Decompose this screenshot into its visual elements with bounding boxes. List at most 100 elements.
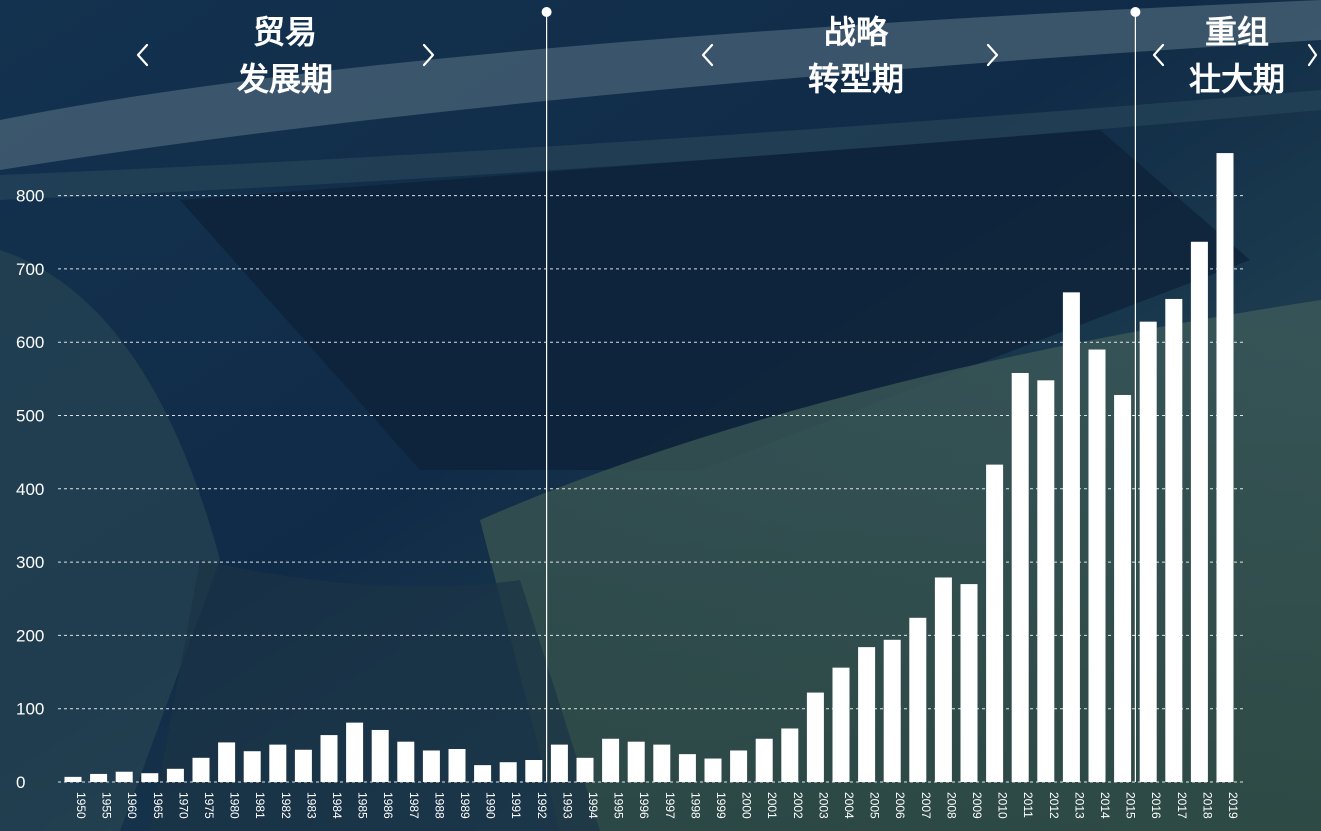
bar-1981: [243, 751, 261, 782]
period-title-line1: 贸易: [253, 13, 317, 51]
x-tick-label: 1987: [407, 792, 421, 819]
x-tick-label: 1997: [663, 792, 677, 819]
bar-1995: [602, 738, 620, 782]
bar-2004: [832, 667, 850, 782]
period-title-line2: 转型期: [808, 60, 904, 98]
bar-1997: [653, 744, 671, 782]
y-tick-label: 100: [16, 700, 44, 719]
bar-1988: [422, 750, 440, 782]
bar-2016: [1139, 321, 1157, 782]
bar-2011: [1011, 372, 1029, 782]
x-tick-label: 1998: [688, 792, 702, 819]
y-tick-label: 300: [16, 553, 44, 572]
bar-1955: [90, 773, 108, 782]
x-tick-label: 2005: [868, 792, 882, 819]
x-tick-label: 1993: [560, 792, 574, 819]
bar-1987: [397, 741, 415, 782]
x-tick-label: 1960: [125, 792, 139, 819]
chevron-right-icon[interactable]: [422, 43, 435, 67]
x-tick-label: 1984: [330, 792, 344, 819]
x-tick-label: 2001: [765, 792, 779, 819]
bar-2001: [755, 738, 773, 782]
bar-2015: [1114, 394, 1132, 782]
bar-1999: [704, 758, 722, 782]
bar-2010: [986, 464, 1004, 782]
bar-2008: [934, 577, 952, 782]
bar-2002: [781, 728, 799, 782]
chevron-left-icon[interactable]: [701, 43, 714, 67]
bar-1985: [346, 722, 364, 782]
x-tick-label: 2018: [1200, 792, 1214, 819]
x-tick-label: 1994: [586, 792, 600, 819]
bar-1960: [115, 771, 133, 782]
y-axis-ticks: 0 100 200 300 400 500 600 700 800: [16, 187, 44, 792]
x-tick-label: 2007: [919, 792, 933, 819]
x-tick-label: 1980: [228, 792, 242, 819]
bar-1984: [320, 735, 338, 782]
bar-2005: [858, 647, 876, 782]
bar-1996: [627, 741, 645, 782]
y-tick-label: 600: [16, 333, 44, 352]
x-tick-label: 1999: [714, 792, 728, 819]
x-tick-label: 1970: [176, 792, 190, 819]
x-tick-label: 2006: [893, 792, 907, 819]
x-axis-ticks: 1950 1955 1960 1965 1970 1975 1980 1981 1982 1983…: [74, 792, 1240, 819]
x-tick-label: 2000: [740, 792, 754, 819]
bar-1982: [269, 744, 287, 782]
bar-2003: [806, 692, 824, 782]
x-tick-label: 1991: [509, 792, 523, 819]
x-tick-label: 2003: [816, 792, 830, 819]
period-header-1: 战略 转型期: [701, 13, 999, 98]
x-tick-label: 1988: [432, 792, 446, 819]
bar-2019: [1216, 153, 1234, 782]
bar-1986: [371, 729, 389, 782]
bar-1965: [141, 773, 159, 782]
x-tick-label: 1985: [356, 792, 370, 819]
x-tick-label: 2016: [1149, 792, 1163, 819]
y-tick-label: 500: [16, 407, 44, 426]
x-tick-label: 1989: [458, 792, 472, 819]
bar-1950: [64, 776, 82, 782]
bar-1992: [525, 760, 543, 782]
chevron-right-icon[interactable]: [1307, 43, 1318, 67]
x-tick-label: 2004: [842, 792, 856, 819]
x-tick-label: 1981: [253, 792, 267, 819]
x-tick-label: 1992: [535, 792, 549, 819]
period-title-line1: 战略: [824, 13, 889, 51]
chevron-left-icon[interactable]: [136, 43, 149, 67]
x-tick-label: 2011: [1021, 792, 1035, 818]
bars: [64, 153, 1234, 783]
bar-1993: [550, 744, 568, 782]
y-tick-label: 400: [16, 480, 44, 499]
x-tick-label: 2010: [996, 792, 1010, 819]
period-title-line2: 壮大期: [1189, 60, 1285, 98]
period-divider-dot: [1130, 7, 1141, 17]
period-title-line2: 发展期: [237, 60, 333, 98]
x-tick-label: 2013: [1072, 792, 1086, 819]
x-tick-label: 1975: [202, 792, 216, 819]
bar-1989: [448, 749, 466, 782]
chevron-left-icon[interactable]: [1152, 43, 1165, 67]
x-tick-label: 1950: [74, 792, 88, 819]
bar-1983: [294, 749, 312, 782]
y-tick-label: 800: [16, 187, 44, 206]
period-dividers: [541, 7, 1141, 782]
bar-2012: [1037, 380, 1055, 782]
bar-2014: [1088, 349, 1106, 782]
x-tick-label: 2012: [1047, 792, 1061, 819]
bar-1970: [166, 768, 184, 782]
bar-1975: [192, 757, 210, 782]
x-tick-label: 1995: [612, 792, 626, 819]
x-tick-label: 1983: [304, 792, 318, 819]
x-tick-label: 1955: [100, 792, 114, 819]
bar-2017: [1165, 298, 1183, 782]
x-tick-label: 2019: [1226, 792, 1240, 819]
period-header-0: 贸易 发展期: [136, 13, 435, 98]
x-tick-label: 1982: [279, 792, 293, 819]
bar-2018: [1190, 241, 1208, 783]
chevron-right-icon[interactable]: [986, 43, 999, 67]
bar-1994: [576, 757, 594, 782]
x-tick-label: 2009: [970, 792, 984, 819]
bar-1990: [474, 765, 492, 782]
